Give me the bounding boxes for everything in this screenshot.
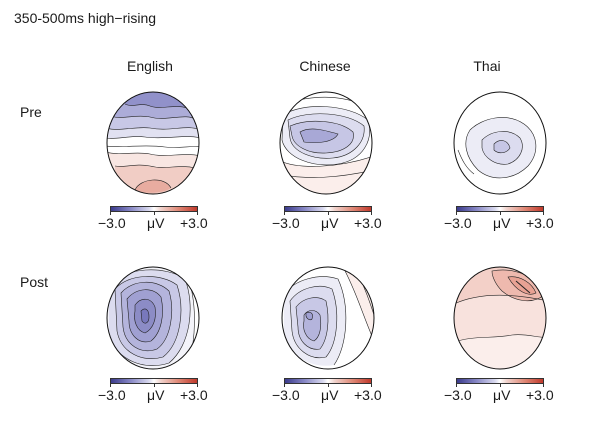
colorbar-gradient xyxy=(110,206,198,212)
colorbar-max-label: +3.0 xyxy=(354,215,382,231)
topomap-post-thai xyxy=(453,266,547,370)
colorbar-tick xyxy=(543,212,544,215)
colorbar-tick xyxy=(500,212,501,215)
colorbar-unit-label: μV xyxy=(147,387,165,403)
row-label-pre: Pre xyxy=(20,104,42,120)
colorbar-gradient xyxy=(284,378,372,384)
colorbar-tick xyxy=(500,384,501,387)
colorbar-tick xyxy=(110,384,111,387)
row-label-post: Post xyxy=(20,274,49,290)
colorbar-unit-label: μV xyxy=(147,215,165,231)
colorbar-max-label: +3.0 xyxy=(180,215,208,231)
column-label-english: English xyxy=(127,58,173,74)
column-label-thai: Thai xyxy=(473,58,501,74)
colorbar-min-label: −3.0 xyxy=(444,387,472,403)
topomap-post-english xyxy=(106,266,200,370)
colorbar-pre-english: −3.0 μV +3.0 xyxy=(98,206,208,232)
colorbar-unit-label: μV xyxy=(321,387,339,403)
colorbar-pre-chinese: −3.0 μV +3.0 xyxy=(272,206,382,232)
colorbar-post-thai: −3.0 μV +3.0 xyxy=(444,378,554,404)
colorbar-post-chinese: −3.0 μV +3.0 xyxy=(272,378,382,404)
topomap-pre-chinese xyxy=(279,91,373,195)
colorbar-gradient xyxy=(110,378,198,384)
colorbar-unit-label: μV xyxy=(493,215,511,231)
colorbar-tick xyxy=(371,384,372,387)
colorbar-min-label: −3.0 xyxy=(444,215,472,231)
colorbar-tick xyxy=(154,384,155,387)
colorbar-min-label: −3.0 xyxy=(272,387,300,403)
colorbar-gradient xyxy=(456,206,544,212)
topomap-pre-english xyxy=(106,91,200,195)
colorbar-tick xyxy=(110,212,111,215)
colorbar-tick xyxy=(371,212,372,215)
colorbar-pre-thai: −3.0 μV +3.0 xyxy=(444,206,554,232)
colorbar-tick xyxy=(456,384,457,387)
colorbar-min-label: −3.0 xyxy=(272,215,300,231)
colorbar-tick xyxy=(284,212,285,215)
colorbar-tick xyxy=(197,212,198,215)
colorbar-tick xyxy=(154,212,155,215)
colorbar-max-label: +3.0 xyxy=(526,387,554,403)
column-label-chinese: Chinese xyxy=(299,58,351,74)
topomap-post-chinese xyxy=(281,266,375,370)
colorbar-gradient xyxy=(284,206,372,212)
colorbar-gradient xyxy=(456,378,544,384)
colorbar-tick xyxy=(328,384,329,387)
colorbar-max-label: +3.0 xyxy=(526,215,554,231)
colorbar-post-english: −3.0 μV +3.0 xyxy=(98,378,208,404)
topomap-pre-thai xyxy=(453,91,547,195)
colorbar-tick xyxy=(284,384,285,387)
colorbar-unit-label: μV xyxy=(493,387,511,403)
colorbar-tick xyxy=(328,212,329,215)
colorbar-tick xyxy=(197,384,198,387)
colorbar-min-label: −3.0 xyxy=(98,387,126,403)
figure-title: 350-500ms high−rising xyxy=(14,10,157,26)
colorbar-min-label: −3.0 xyxy=(98,215,126,231)
colorbar-max-label: +3.0 xyxy=(180,387,208,403)
colorbar-tick xyxy=(543,384,544,387)
colorbar-unit-label: μV xyxy=(321,215,339,231)
colorbar-max-label: +3.0 xyxy=(354,387,382,403)
colorbar-tick xyxy=(456,212,457,215)
